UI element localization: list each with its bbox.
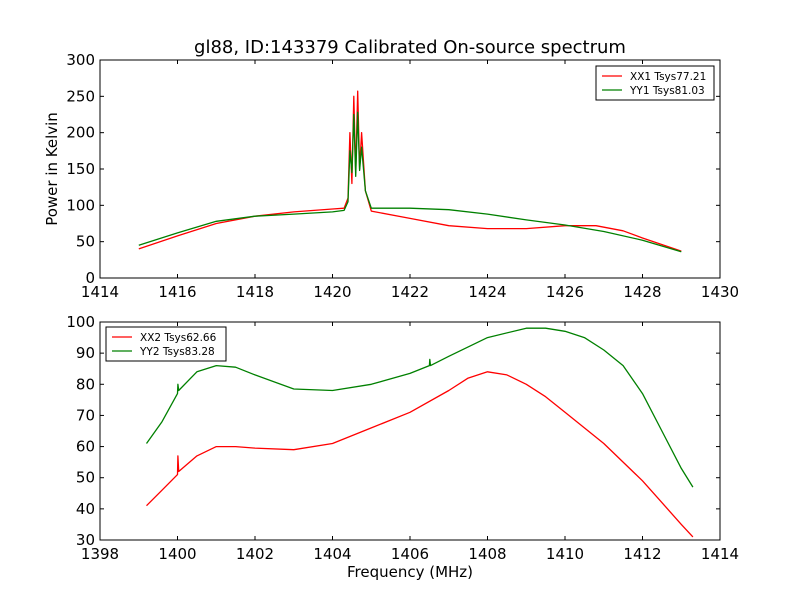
x-tick-label: 1410 — [546, 545, 584, 563]
x-tick-label: 1398 — [81, 545, 119, 563]
x-tick-label: 1412 — [623, 545, 661, 563]
series-line-yy1 — [138, 111, 682, 253]
legend-label: YY1 Tsys81.03 — [629, 85, 705, 97]
y-tick-label: 250 — [66, 87, 95, 105]
y-tick-label: 50 — [76, 469, 95, 487]
y-tick-label: 100 — [66, 313, 95, 331]
x-tick-label: 1424 — [468, 283, 506, 301]
legend-label: YY2 Tsys83.28 — [139, 346, 215, 358]
y-tick-label: 50 — [76, 233, 95, 251]
y-axis-label-top: Power in Kelvin — [43, 112, 61, 226]
legend-label: XX2 Tsys62.66 — [140, 332, 217, 344]
x-tick-label: 1428 — [623, 283, 661, 301]
x-tick-label: 1420 — [313, 283, 351, 301]
x-tick-label: 1430 — [701, 283, 739, 301]
y-tick-label: 150 — [66, 160, 95, 178]
y-tick-label: 100 — [66, 196, 95, 214]
legend-label: XX1 Tsys77.21 — [630, 71, 706, 83]
x-tick-label: 1406 — [391, 545, 429, 563]
y-tick-label: 0 — [85, 269, 95, 287]
legend-box — [595, 65, 715, 101]
y-tick-label: 90 — [76, 344, 95, 362]
x-tick-label: 1402 — [236, 545, 274, 563]
x-tick-label: 1408 — [468, 545, 506, 563]
x-tick-label: 1404 — [313, 545, 351, 563]
x-tick-label: 1422 — [391, 283, 429, 301]
y-tick-label: 80 — [76, 375, 95, 393]
x-axis-label-bottom: Frequency (MHz) — [347, 563, 473, 581]
x-tick-label: 1414 — [81, 283, 119, 301]
x-tick-label: 1416 — [158, 283, 196, 301]
x-tick-label: 1414 — [701, 545, 739, 563]
legend: XX1 Tsys77.21 YY1 Tsys81.03 — [595, 65, 715, 101]
series-line-yy2 — [145, 327, 694, 488]
series-line-xx2 — [146, 371, 694, 538]
y-tick-label: 40 — [76, 500, 95, 518]
y-tick-label: 200 — [66, 124, 95, 142]
x-tick-label: 1400 — [158, 545, 196, 563]
chart-title: gl88, ID:143379 Calibrated On-source spe… — [194, 37, 626, 58]
y-tick-label: 300 — [66, 51, 95, 69]
legend: XX2 Tsys62.66 YY2 Tsys83.28 — [105, 326, 227, 362]
y-tick-label: 60 — [76, 438, 95, 456]
x-tick-label: 1426 — [546, 283, 584, 301]
y-tick-label: 70 — [76, 406, 95, 424]
legend-box — [105, 326, 227, 362]
x-tick-label: 1418 — [236, 283, 274, 301]
bottom-plot: 1398 1400 1402 1404 1406 1408 1410 1412 1414 30 40… — [66, 313, 739, 563]
y-tick-label: 30 — [76, 531, 95, 549]
top-plot: 1414 1416 1418 1420 1422 1424 1426 1428 1430 0 50 1… — [66, 51, 739, 301]
